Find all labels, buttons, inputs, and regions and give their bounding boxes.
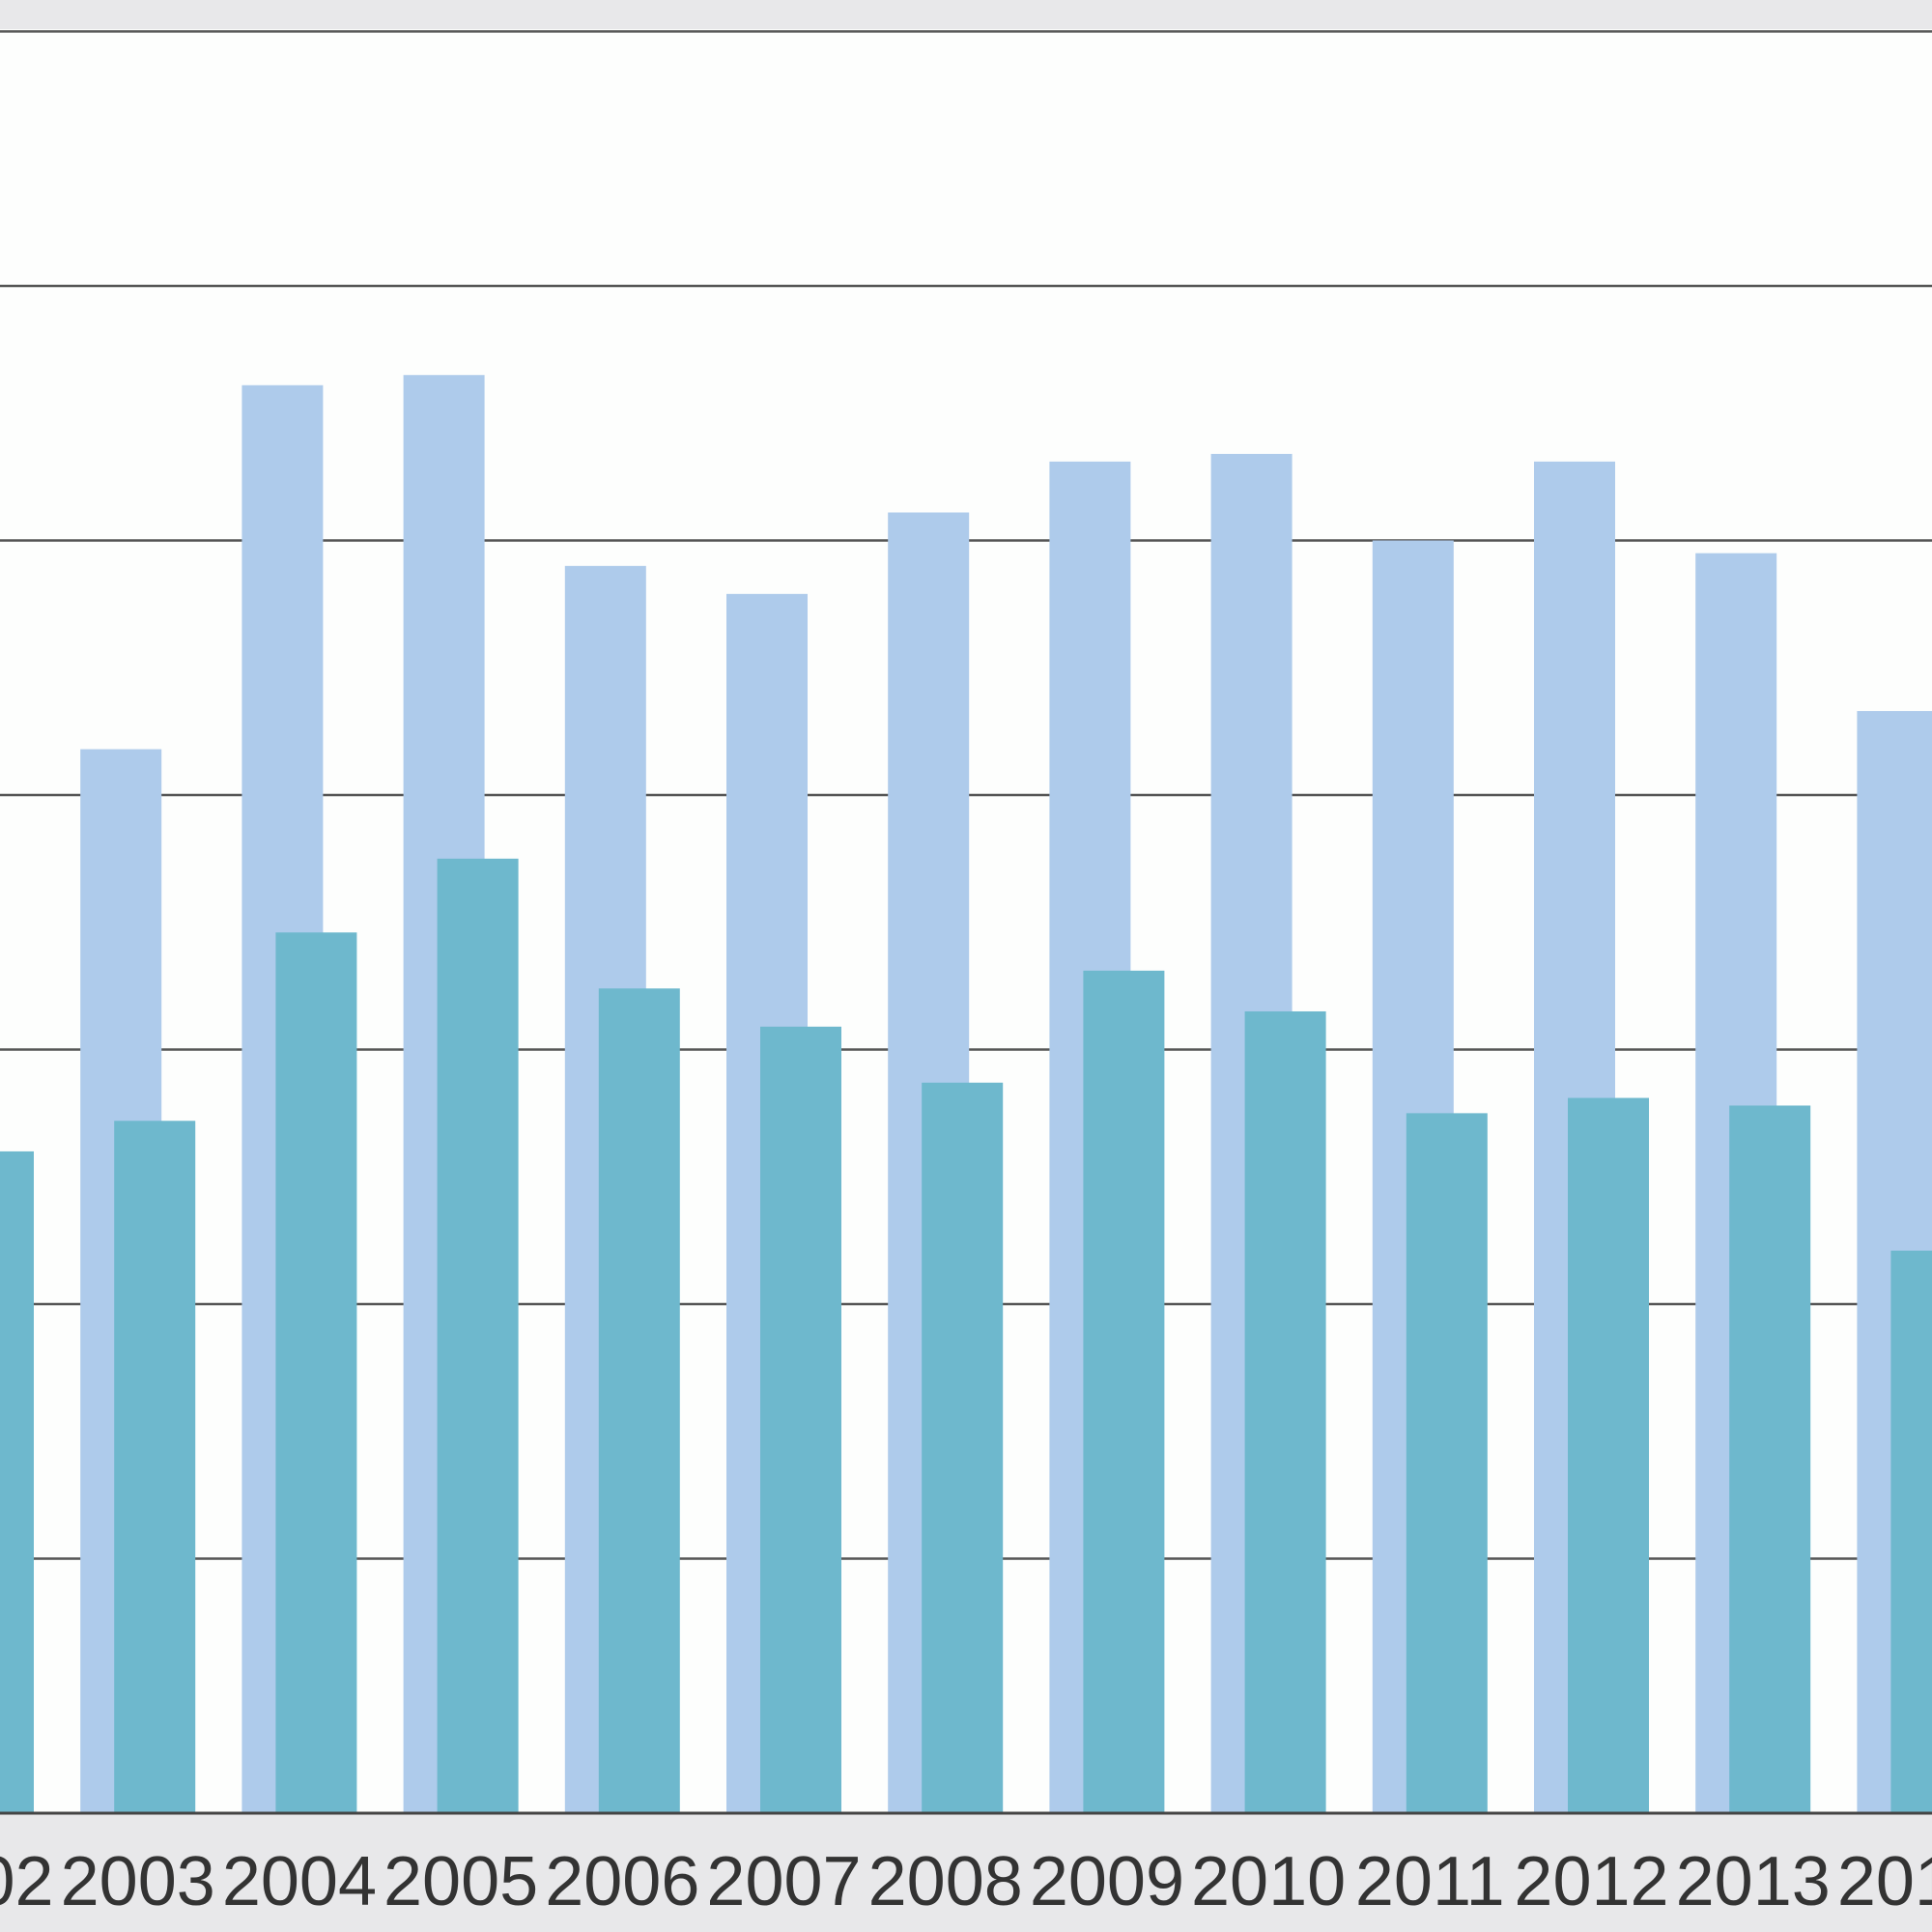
- x-tick-label: 2008: [868, 1843, 1023, 1920]
- bar-series-2-2002: [0, 1151, 34, 1813]
- x-tick-label: 2004: [222, 1843, 377, 1920]
- x-tick-label: 2009: [1030, 1843, 1184, 1920]
- bar-series-2-2010: [1244, 1010, 1326, 1813]
- x-tick-label: 2007: [706, 1843, 861, 1920]
- bar-series-2-2005: [437, 858, 519, 1813]
- bar-series-2-2013: [1729, 1105, 1811, 1813]
- x-tick-label: 2005: [384, 1843, 538, 1920]
- bar-series-2-2011: [1406, 1113, 1488, 1813]
- x-tick-label: 2012: [1514, 1843, 1668, 1920]
- bar-series-2-2014: [1890, 1250, 1932, 1813]
- bar-series-2-2012: [1568, 1097, 1649, 1813]
- x-tick-labels: 2002200320042005200620072008200920102011…: [0, 1843, 1932, 1920]
- x-tick-label: 2010: [1191, 1843, 1346, 1920]
- x-tick-label: 2002: [0, 1843, 54, 1920]
- x-tick-label: 2006: [545, 1843, 699, 1920]
- bars: [0, 375, 1932, 1814]
- x-tick-label: 2014: [1837, 1843, 1932, 1920]
- x-tick-label: 2013: [1676, 1843, 1831, 1920]
- bar-series-2-2003: [114, 1121, 196, 1813]
- x-tick-label: 2003: [61, 1843, 215, 1920]
- bar-series-2-2006: [598, 988, 680, 1813]
- bar-series-2-2009: [1083, 970, 1165, 1813]
- bar-series-2-2004: [275, 932, 357, 1813]
- bar-series-2-2007: [760, 1026, 841, 1813]
- bar-series-2-2008: [922, 1082, 1004, 1813]
- x-tick-label: 2011: [1355, 1843, 1505, 1920]
